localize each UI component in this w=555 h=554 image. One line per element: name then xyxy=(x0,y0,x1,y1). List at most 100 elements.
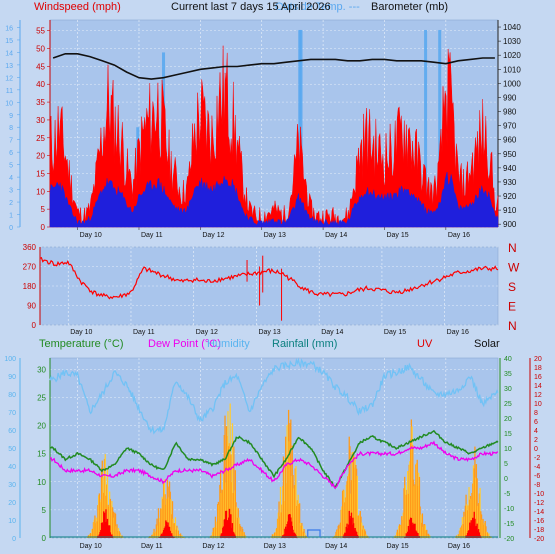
bot-xtick-label: Day 10 xyxy=(80,543,102,550)
bot-right-green-tick-label: 5 xyxy=(504,461,508,468)
legend-outside-temp: Outside Temp. --- xyxy=(275,1,360,13)
top-xtick-label: Day 12 xyxy=(202,232,224,239)
mid-xtick-label: Day 11 xyxy=(133,329,155,336)
legend-rainfall: Rainfall (mm) xyxy=(272,338,337,350)
bot-plot-area xyxy=(49,357,499,539)
legend-windspeed: Windspeed (mph) xyxy=(34,1,121,13)
mid-xtick-label: Day 16 xyxy=(447,329,469,336)
top-left-outer-tick-label: 16 xyxy=(5,25,13,32)
bot-right-red-tick-label: 12 xyxy=(534,392,542,399)
mid-compass-label: S xyxy=(508,280,516,294)
bot-right-green-tick-label: 20 xyxy=(504,416,512,423)
bot-right-red-tick-label: -18 xyxy=(534,527,544,534)
bot-left-outer-tick-label: 40 xyxy=(8,464,16,471)
top-left-outer-tick-label: 15 xyxy=(5,38,13,45)
top-right-tick-label: 920 xyxy=(503,192,517,201)
bot-right-red-tick-label: 2 xyxy=(534,437,538,444)
mid-xtick-label: Day 12 xyxy=(196,329,218,336)
top-left-tick-label: 45 xyxy=(36,62,45,71)
top-xtick-label: Day 16 xyxy=(448,232,470,239)
bot-right-red-tick-label: -6 xyxy=(534,473,540,480)
bot-right-green-tick-label: 30 xyxy=(504,386,512,393)
top-right-tick-label: 980 xyxy=(503,108,517,117)
top-right-tick-label: 940 xyxy=(503,164,517,173)
bot-right-green-tick-label: 35 xyxy=(504,371,512,378)
top-right-tick-label: 910 xyxy=(503,206,517,215)
mid-xtick-label: Day 15 xyxy=(384,329,406,336)
bot-xtick-label: Day 14 xyxy=(325,543,347,550)
top-right-tick-label: 1000 xyxy=(503,79,521,88)
bot-left-tick-label: 20 xyxy=(37,422,46,431)
top-right-tick-label: 1010 xyxy=(503,65,521,74)
top-xtick-label: Day 13 xyxy=(264,232,286,239)
bot-right-red-tick-label: -16 xyxy=(534,518,544,525)
mid-compass-label: N xyxy=(508,241,517,255)
bot-right-green-tick-label: -15 xyxy=(504,521,514,528)
bot-left-tick-label: 30 xyxy=(37,365,46,374)
top-left-outer-tick-label: 14 xyxy=(5,50,13,57)
top-left-outer-tick-label: 1 xyxy=(9,213,13,220)
top-left-tick-label: 5 xyxy=(41,205,46,214)
rainfall-blip xyxy=(307,529,321,537)
top-left-tick-label: 40 xyxy=(36,80,45,89)
bot-left-outer-tick-label: 50 xyxy=(8,446,16,453)
bot-right-red-tick-label: -8 xyxy=(534,482,540,489)
bot-left-tick-label: 0 xyxy=(42,534,47,543)
bot-right-green-tick-label: 15 xyxy=(504,431,512,438)
humidity-series xyxy=(49,357,499,435)
mid-left-tick-label: 180 xyxy=(23,282,37,291)
bot-left-tick-label: 10 xyxy=(37,478,46,487)
bot-xtick-label: Day 16 xyxy=(448,543,470,550)
windspeed-series xyxy=(49,45,499,228)
temperature-chart: 0510152025300102030405060708090100-20-15… xyxy=(4,356,544,550)
top-left-tick-label: 0 xyxy=(41,223,46,232)
bot-left-tick-label: 5 xyxy=(42,506,47,515)
top-left-tick-label: 15 xyxy=(36,169,45,178)
bot-xtick-label: Day 12 xyxy=(202,543,224,550)
top-right-tick-label: 970 xyxy=(503,122,517,131)
mid-xtick-label: Day 10 xyxy=(70,329,92,336)
top-right-tick-label: 990 xyxy=(503,93,517,102)
mid-compass-label: W xyxy=(508,261,520,275)
outside-temp-spike xyxy=(299,29,303,227)
legend-barometer: Barometer (mb) xyxy=(371,1,448,13)
mid-compass-label: N xyxy=(508,319,517,333)
outside-temp-spike xyxy=(438,29,442,227)
mid-compass-label: E xyxy=(508,300,516,314)
mid-xtick-label: Day 14 xyxy=(321,329,343,336)
bot-right-green-tick-label: -10 xyxy=(504,506,514,513)
bot-right-green-tick-label: 25 xyxy=(504,401,512,408)
bot-right-red-tick-label: 20 xyxy=(534,356,542,363)
bot-left-outer-tick-label: 60 xyxy=(8,428,16,435)
chart-title: Current last 7 days 15 April 2026 xyxy=(171,1,331,13)
bot-right-red-tick-label: -20 xyxy=(534,536,544,543)
bot-right-red-tick-label: 6 xyxy=(534,419,538,426)
bot-right-red-tick-label: 14 xyxy=(534,383,542,390)
bot-xtick-label: Day 11 xyxy=(141,543,163,550)
bot-right-red-tick-label: 18 xyxy=(534,365,542,372)
top-xtick-label: Day 15 xyxy=(386,232,408,239)
top-left-outer-tick-label: 2 xyxy=(9,200,13,207)
bot-right-red-tick-label: -2 xyxy=(534,455,540,462)
mid-left-tick-label: 0 xyxy=(32,321,37,330)
top-left-outer-tick-label: 5 xyxy=(9,163,13,170)
bot-right-green-tick-label: -5 xyxy=(504,491,510,498)
bot-right-green-tick-label: 0 xyxy=(504,476,508,483)
wind-direction-series xyxy=(39,256,499,300)
bot-left-outer-tick-label: 30 xyxy=(8,482,16,489)
top-right-tick-label: 900 xyxy=(503,220,517,229)
top-xtick-label: Day 14 xyxy=(325,232,347,239)
top-left-outer-tick-label: 11 xyxy=(6,88,13,95)
bot-right-red-tick-label: 16 xyxy=(534,374,542,381)
bot-left-outer-tick-label: 90 xyxy=(8,374,16,381)
legend-solar: Solar xyxy=(474,338,500,350)
windspeed-gust-series xyxy=(49,171,499,228)
bot-right-red-tick-label: -14 xyxy=(534,509,544,516)
top-left-tick-label: 35 xyxy=(36,98,45,107)
legend-temperature: Temperature (°C) xyxy=(39,338,123,350)
bot-left-outer-tick-label: 0 xyxy=(12,536,16,543)
bot-right-red-tick-label: 10 xyxy=(534,401,542,408)
top-left-outer-tick-label: 7 xyxy=(9,138,13,145)
